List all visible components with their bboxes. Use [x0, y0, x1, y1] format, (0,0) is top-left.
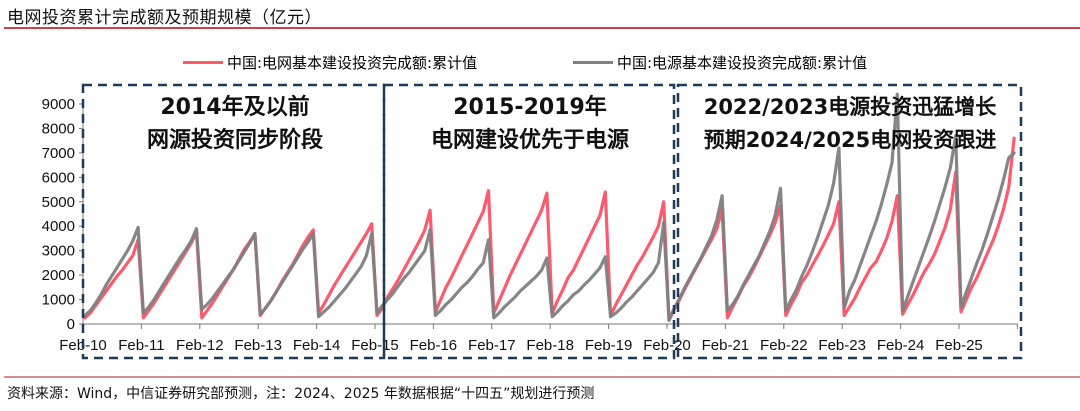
annotation-phase-1: 2014年及以前 网源投资同步阶段 [90, 91, 380, 157]
y-tick-label: 1000 [42, 292, 75, 309]
legend-label-grid: 中国:电网基本建设投资完成额:累计值 [227, 54, 478, 72]
x-tick-label: Feb-17 [468, 337, 516, 354]
x-tick-label: Feb-23 [818, 337, 866, 354]
y-tick-label: 3000 [42, 243, 75, 260]
y-tick-label: 7000 [42, 145, 75, 162]
x-tick-label: Feb-14 [293, 337, 341, 354]
y-tick-label: 0 [67, 316, 75, 333]
chart-title: 电网投资累计完成额及预期规模（亿元） [7, 8, 322, 28]
x-tick-label: Feb-22 [760, 337, 808, 354]
legend: 中国:电网基本建设投资完成额:累计值 中国:电源基本建设投资完成额:累计值 [0, 52, 1080, 74]
y-tick-label: 9000 [42, 96, 75, 113]
legend-item-power: 中国:电源基本建设投资完成额:累计值 [573, 52, 867, 73]
annotation-phase-3-line1: 2022/2023电源投资迅猛增长 [703, 95, 997, 119]
phase-box-3 [676, 83, 1023, 360]
phase-boxes [81, 83, 1023, 360]
annotation-phase-1-line2: 网源投资同步阶段 [146, 128, 323, 153]
source-footnote: 资料来源：Wind，中信证券研究部预测，注：2024、2025 年数据根据“十四… [7, 386, 595, 402]
series-power-line [83, 92, 1016, 322]
annotation-phase-2: 2015-2019年 电网建设优先于电源 [388, 91, 672, 157]
legend-item-grid: 中国:电网基本建设投资完成额:累计值 [183, 52, 477, 73]
y-tick-label: 2000 [42, 267, 75, 284]
legend-label-power: 中国:电源基本建设投资完成额:累计值 [617, 54, 868, 72]
y-tick-label: 4000 [42, 218, 75, 235]
legend-swatch-grid [183, 61, 223, 64]
y-tick-label: 5000 [42, 194, 75, 211]
phase-box-1 [81, 83, 386, 360]
annotation-phase-3: 2022/2023电源投资迅猛增长 预期2024/2025电网投资跟进 [680, 91, 1020, 157]
x-tick-label: Feb-25 [935, 337, 983, 354]
series-lines [83, 92, 1016, 322]
x-tick-label: Feb-16 [410, 337, 458, 354]
annotation-phase-3-line2: 预期2024/2025电网投资跟进 [703, 128, 997, 152]
x-tick-label: Feb-13 [234, 337, 282, 354]
x-tick-label: Feb-18 [526, 337, 574, 354]
y-tick-label: 8000 [42, 120, 75, 137]
legend-swatch-power [573, 61, 613, 64]
footnote-rule [4, 376, 1080, 378]
x-tick-label: Feb-11 [118, 337, 164, 354]
y-tick-label: 6000 [42, 169, 75, 186]
title-underline [4, 27, 1080, 29]
annotation-phase-1-line1: 2014年及以前 [160, 95, 310, 120]
x-tick-label: Feb-15 [351, 337, 399, 354]
annotation-phase-2-line2: 电网建设优先于电源 [430, 128, 629, 153]
x-tick-label: Feb-21 [702, 337, 750, 354]
x-tick-label: Feb-19 [585, 337, 633, 354]
x-tick-label: Feb-24 [877, 337, 925, 354]
annotation-phase-2-line1: 2015-2019年 [453, 95, 607, 120]
x-tick-label: Feb-12 [176, 337, 224, 354]
phase-box-2 [382, 83, 676, 360]
x-tick-label: Feb-20 [643, 337, 691, 354]
